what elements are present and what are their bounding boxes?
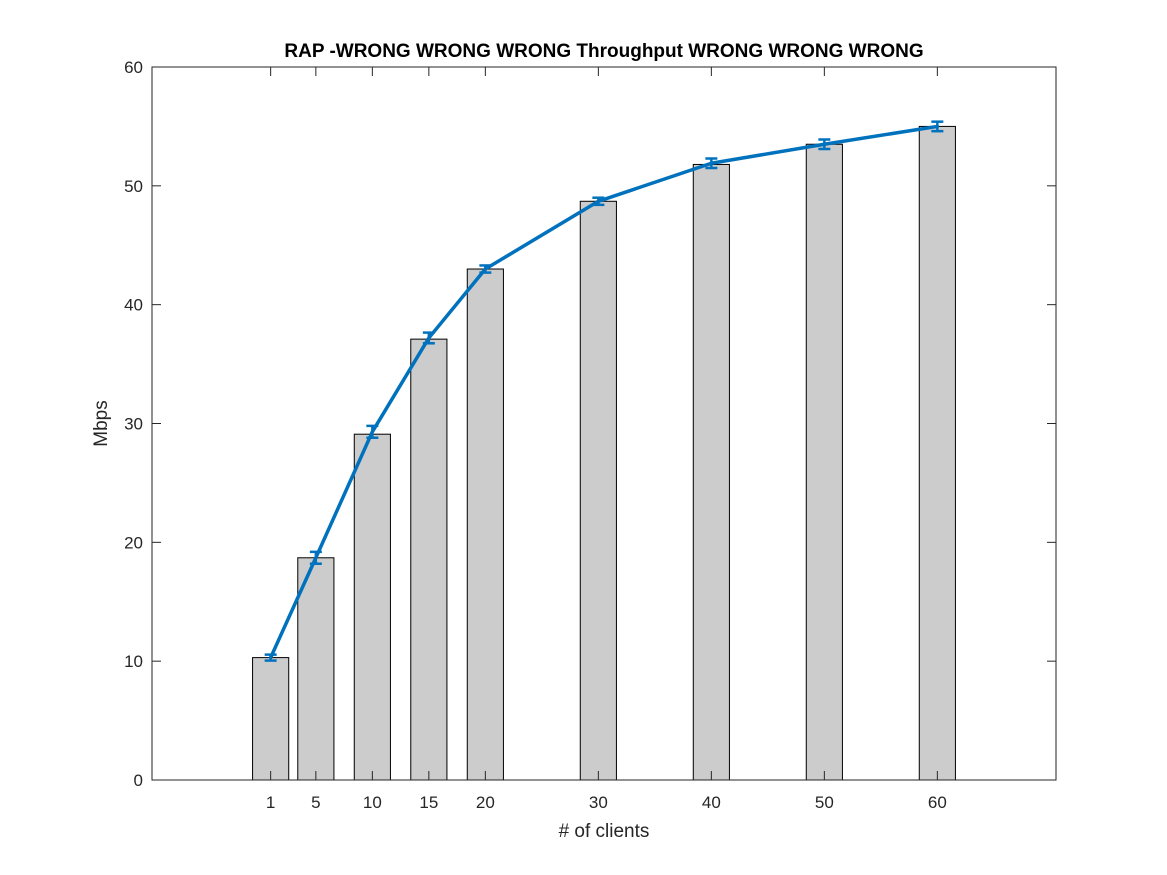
error-bar xyxy=(366,424,379,440)
y-tick-label: 20 xyxy=(124,533,143,552)
error-bar xyxy=(818,138,831,151)
x-tick-label: 40 xyxy=(702,793,721,812)
error-bar xyxy=(309,550,322,565)
bar xyxy=(692,163,730,781)
y-tick-label: 30 xyxy=(124,415,143,434)
error-bar xyxy=(592,196,605,207)
chart-title: RAP -WRONG WRONG WRONG Throughput WRONG … xyxy=(284,41,923,62)
x-tick-label: 20 xyxy=(476,793,495,812)
bar xyxy=(297,557,335,781)
x-tick-label: 50 xyxy=(815,793,834,812)
y-tick-label: 0 xyxy=(134,771,143,790)
bars-layer xyxy=(252,125,956,781)
bar xyxy=(918,125,956,781)
x-tick-label: 1 xyxy=(266,793,275,812)
line-layer xyxy=(264,120,944,662)
x-tick-label: 60 xyxy=(928,793,947,812)
bar xyxy=(579,200,617,781)
error-bar xyxy=(931,120,944,133)
bar xyxy=(353,433,391,781)
x-tick-label: 5 xyxy=(311,793,320,812)
bar xyxy=(252,657,290,781)
error-bar xyxy=(422,331,435,345)
bar xyxy=(410,338,448,781)
y-tick-label: 40 xyxy=(124,296,143,315)
y-tick-label: 50 xyxy=(124,177,143,196)
bar xyxy=(805,143,843,781)
x-axis-label: # of clients xyxy=(559,821,650,842)
y-tick-label: 60 xyxy=(124,58,143,77)
x-tick-label: 30 xyxy=(589,793,608,812)
error-bar xyxy=(479,264,492,274)
y-axis-label: Mbps xyxy=(91,400,112,446)
error-bar xyxy=(705,157,718,170)
y-tick-label: 10 xyxy=(124,652,143,671)
x-tick-label: 15 xyxy=(419,793,438,812)
error-bar xyxy=(264,653,277,662)
bar xyxy=(466,268,504,781)
x-tick-label: 10 xyxy=(363,793,382,812)
